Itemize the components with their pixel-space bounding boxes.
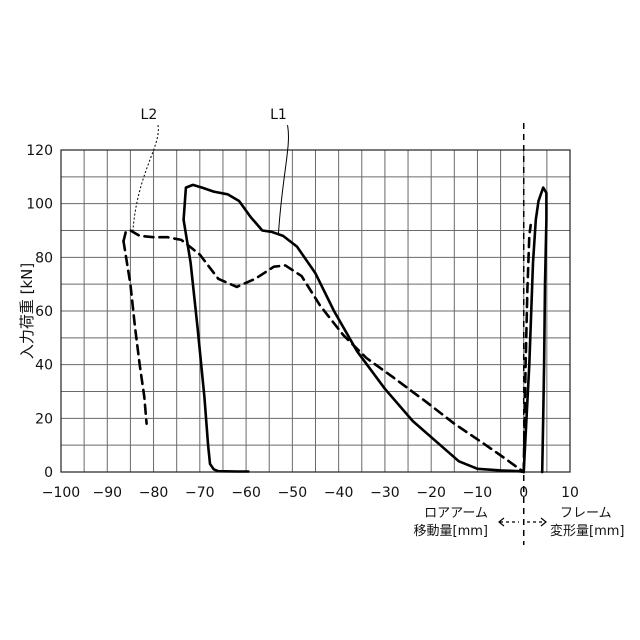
x-tick-label: −50 xyxy=(278,485,308,501)
y-axis-label: 入力荷重 [kN] xyxy=(18,263,36,359)
right-arrow-head-icon xyxy=(540,517,547,527)
y-tick-label: 40 xyxy=(35,358,53,374)
x-tick-label: −90 xyxy=(92,485,122,501)
y-tick-labels: 0 20 40 60 80 100 120 xyxy=(26,143,53,481)
plot-frame xyxy=(60,149,571,473)
direction-arrows xyxy=(498,517,547,527)
x-tick-labels: −100 −90 −80 −70 −60 −50 −40 −30 −20 −10 0 10 xyxy=(42,485,579,501)
y-tick-label: 60 xyxy=(35,304,53,320)
grid xyxy=(61,150,570,472)
series-line-6 xyxy=(522,223,532,474)
x-tick-label: 10 xyxy=(561,485,579,501)
x-tick-label: −10 xyxy=(463,485,493,501)
series-line-5 xyxy=(522,186,548,474)
series-group xyxy=(122,183,548,474)
frame-label-line2: 変形量[mm] xyxy=(550,523,624,539)
x-tick-label: −30 xyxy=(370,485,400,501)
callout-leader-l2 xyxy=(132,125,159,234)
y-tick-label: 0 xyxy=(44,465,53,481)
series-line-4 xyxy=(122,239,148,425)
series-line-1 xyxy=(182,183,525,474)
callout-group: L1 L2 xyxy=(132,107,289,234)
x-tick-label: −100 xyxy=(42,485,80,501)
y-tick-label: 100 xyxy=(26,197,53,213)
left-arrow-head-icon xyxy=(498,517,505,527)
callout-leader-l1 xyxy=(277,125,289,234)
x-tick-label: −40 xyxy=(324,485,354,501)
lower-arm-label-line2: 移動量[mm] xyxy=(414,524,488,539)
x-tick-label: 0 xyxy=(519,485,528,501)
x-tick-label: −60 xyxy=(231,485,261,501)
y-tick-label: 20 xyxy=(35,411,53,427)
callout-label-l2: L2 xyxy=(141,107,158,123)
callout-label-l1: L1 xyxy=(270,107,287,123)
y-tick-label: 80 xyxy=(35,250,53,266)
y-tick-label: 120 xyxy=(26,143,53,159)
series-line-3 xyxy=(122,229,525,474)
lower-arm-label-line1: ロアアーム xyxy=(424,506,488,521)
x-tick-label: −20 xyxy=(416,485,446,501)
series-line-2 xyxy=(182,218,250,473)
x-tick-label: −70 xyxy=(185,485,215,501)
x-tick-label: −80 xyxy=(139,485,169,501)
frame-label-line1: フレーム xyxy=(560,506,612,521)
